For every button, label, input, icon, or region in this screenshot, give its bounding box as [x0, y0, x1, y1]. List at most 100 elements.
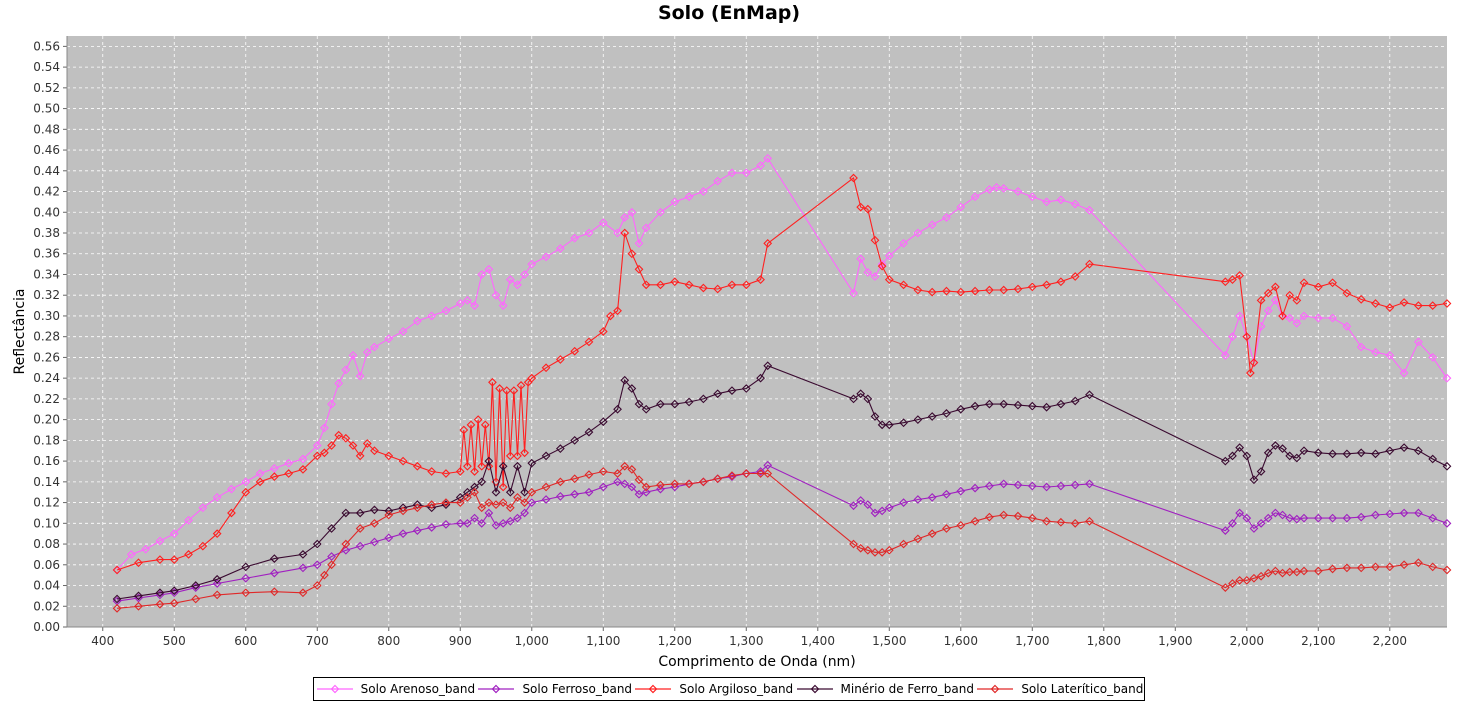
data-point	[1385, 350, 1395, 360]
data-point	[348, 350, 358, 360]
data-point	[441, 498, 451, 507]
data-point	[613, 469, 622, 478]
data-point	[241, 588, 251, 598]
data-point	[169, 555, 179, 564]
data-point	[1256, 518, 1266, 528]
y-tick-label: 0.30	[33, 309, 60, 323]
data-point	[1292, 514, 1302, 524]
data-point	[1328, 313, 1337, 323]
legend-swatch	[796, 684, 833, 694]
data-point	[427, 500, 437, 510]
data-point	[849, 539, 858, 549]
data-point	[985, 481, 994, 491]
data-point	[455, 493, 465, 502]
data-point	[1220, 583, 1230, 592]
data-point	[598, 218, 608, 228]
data-point	[1313, 448, 1323, 458]
data-point	[241, 487, 251, 497]
y-tick-label: 0.20	[33, 413, 60, 427]
data-point	[495, 384, 504, 393]
data-point	[970, 516, 980, 526]
data-point	[527, 458, 537, 468]
chart-title: Solo (EnMap)	[657, 2, 801, 24]
data-point	[541, 495, 551, 504]
data-point	[1299, 566, 1309, 576]
data-point	[598, 467, 608, 476]
data-point	[1428, 513, 1438, 523]
axes: 0.00 0.02 0.04 0.06 0.08 0.10 0.12 0.14 0.16 0.18…	[33, 36, 1447, 648]
data-point	[112, 565, 122, 575]
data-point	[641, 487, 651, 497]
data-point	[584, 470, 594, 479]
data-point	[1385, 509, 1395, 519]
data-point	[877, 506, 887, 516]
data-point	[970, 483, 980, 493]
data-point	[627, 384, 637, 393]
data-point	[527, 487, 537, 497]
data-point	[555, 491, 565, 501]
data-point	[620, 461, 630, 471]
data-point	[1328, 564, 1337, 574]
data-point	[1399, 368, 1409, 378]
y-tick-label: 0.32	[33, 288, 60, 302]
data-point	[463, 461, 472, 471]
data-point	[1042, 197, 1051, 207]
data-point	[555, 355, 565, 364]
data-point	[956, 404, 966, 414]
data-point	[1356, 512, 1366, 522]
data-point	[1056, 195, 1066, 205]
data-point	[298, 550, 308, 559]
data-point	[884, 545, 894, 555]
data-point	[455, 518, 465, 528]
data-point	[184, 515, 193, 525]
series-4	[112, 461, 1452, 613]
data-point	[856, 254, 866, 264]
data-point	[1428, 301, 1438, 310]
legend-swatch	[316, 684, 353, 694]
data-point	[269, 568, 279, 578]
data-point	[641, 482, 651, 492]
data-point	[670, 197, 680, 207]
data-point	[477, 461, 487, 471]
data-point	[498, 518, 508, 528]
data-point	[877, 547, 887, 557]
data-point	[927, 412, 937, 421]
data-point	[970, 286, 980, 296]
data-point	[1013, 480, 1023, 490]
x-tick-label: 2,200	[1373, 634, 1407, 648]
y-tick-label: 0.44	[33, 164, 60, 178]
data-point	[513, 513, 522, 523]
data-point	[484, 264, 494, 274]
data-point	[634, 399, 644, 409]
data-point	[212, 493, 222, 502]
data-point	[863, 204, 873, 214]
data-point	[999, 510, 1009, 520]
data-point	[466, 420, 476, 430]
data-point	[713, 176, 723, 186]
x-tick-label: 400	[91, 634, 114, 648]
data-point	[1271, 296, 1280, 305]
legend-swatch	[635, 684, 672, 694]
data-point	[341, 365, 351, 375]
data-point	[1220, 350, 1230, 360]
data-point	[1442, 461, 1452, 471]
data-point	[1056, 277, 1066, 287]
data-point	[985, 512, 994, 522]
data-point	[520, 270, 529, 279]
data-point	[412, 526, 422, 535]
data-point	[684, 280, 694, 290]
data-point	[334, 430, 344, 440]
data-point	[341, 508, 351, 518]
data-point	[1278, 444, 1287, 454]
data-point	[684, 479, 694, 489]
data-point	[1285, 513, 1295, 523]
data-point	[241, 477, 251, 487]
data-point	[620, 479, 630, 489]
data-point	[298, 454, 308, 464]
data-point	[327, 524, 336, 533]
data-point	[627, 249, 637, 259]
y-tick-label: 0.00	[33, 620, 60, 634]
legend-label: Minério de Ferro_band	[840, 682, 974, 696]
data-point	[241, 562, 251, 572]
data-point	[1285, 313, 1295, 323]
